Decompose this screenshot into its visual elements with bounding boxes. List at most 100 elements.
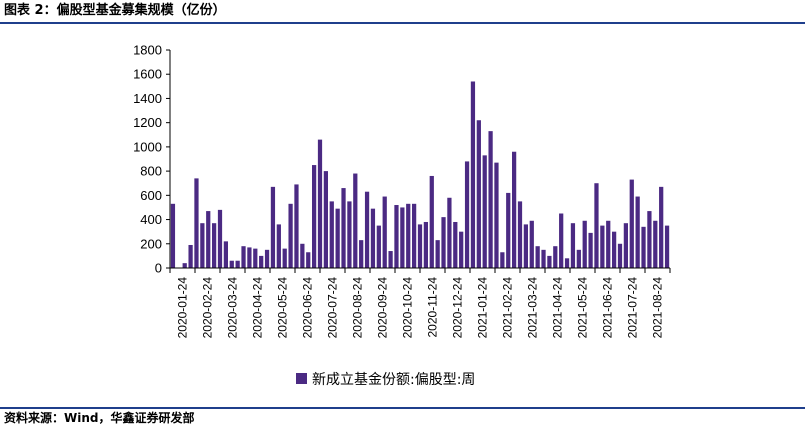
bar <box>517 201 523 268</box>
bar <box>364 191 370 268</box>
x-tick-label: 2021-08-24 <box>651 277 665 339</box>
bar <box>353 173 358 268</box>
y-tick-label: 1000 <box>133 139 162 154</box>
source-rule <box>0 407 805 409</box>
bar <box>194 178 199 268</box>
x-tick-label: 2020-09-24 <box>376 277 390 339</box>
bar <box>382 196 387 268</box>
bar <box>529 220 534 268</box>
bar <box>441 217 446 268</box>
bar <box>429 175 434 268</box>
bar <box>270 186 276 268</box>
bar <box>635 196 640 268</box>
y-tick-label: 1400 <box>133 91 162 106</box>
bar <box>500 252 505 268</box>
bar <box>229 260 234 268</box>
bar <box>376 225 381 268</box>
bar <box>453 221 458 268</box>
bar <box>559 213 564 268</box>
x-tick-label: 2020-06-24 <box>301 277 315 339</box>
bar <box>506 192 511 268</box>
bar <box>459 231 464 268</box>
bar <box>412 203 417 268</box>
bar <box>241 246 246 268</box>
bar <box>259 255 264 268</box>
bar <box>641 226 646 268</box>
y-tick-label: 0 <box>155 261 162 276</box>
bar <box>617 243 623 268</box>
x-tick-label: 2021-04-24 <box>551 277 565 339</box>
bar <box>329 201 334 268</box>
bar <box>406 203 411 268</box>
y-tick-label: 1800 <box>133 43 162 58</box>
legend: 新成立基金份额:偏股型:周 <box>296 371 475 388</box>
bar <box>170 203 176 268</box>
bar <box>600 225 605 268</box>
bar <box>423 221 428 268</box>
bar <box>335 208 340 268</box>
y-tick-label: 1600 <box>133 67 162 82</box>
y-tick-label: 800 <box>140 164 162 179</box>
x-tick-label: 2021-01-24 <box>476 277 490 339</box>
y-axis: 0 200 400 600 800 1000 1200 1400 1600 1800 <box>133 43 171 276</box>
x-tick-label: 2020-02-24 <box>201 277 215 339</box>
bar <box>417 224 423 268</box>
bar <box>594 183 599 268</box>
bar <box>341 188 346 268</box>
x-tick-label: 2021-05-24 <box>576 277 590 339</box>
bar <box>494 162 499 268</box>
bar <box>470 81 476 269</box>
bar <box>553 246 558 268</box>
x-tick-label: 2020-08-24 <box>351 277 365 339</box>
bar <box>523 224 528 268</box>
x-tick-label: 2021-06-24 <box>601 277 615 339</box>
y-tick-label: 1200 <box>133 115 162 130</box>
y-tick-label: 400 <box>140 212 162 227</box>
legend-label: 新成立基金份额:偏股型:周 <box>312 371 475 388</box>
bar <box>535 246 540 268</box>
x-tick-label: 2020-01-24 <box>176 277 190 339</box>
title-rule <box>0 22 805 24</box>
bar <box>464 161 470 268</box>
bar <box>370 208 376 268</box>
bar <box>547 255 552 268</box>
bar <box>612 231 617 268</box>
bar <box>347 201 352 268</box>
x-tick-label: 2020-12-24 <box>451 277 465 339</box>
bar <box>606 220 611 268</box>
bar <box>623 223 628 268</box>
bar <box>435 240 440 268</box>
bar <box>359 240 364 268</box>
x-axis: 2020-01-24 2020-02-24 2020-03-24 2020-04-24… <box>169 267 671 339</box>
bar <box>276 224 281 268</box>
bar <box>388 251 393 268</box>
bar <box>323 171 328 268</box>
bar <box>482 155 487 268</box>
bar <box>653 220 658 268</box>
bar <box>476 120 481 269</box>
bar <box>235 260 240 268</box>
y-tick-label: 600 <box>140 188 162 203</box>
bar-series <box>170 81 670 269</box>
x-tick-label: 2021-03-24 <box>526 277 540 339</box>
bar <box>541 249 546 268</box>
bar <box>576 249 581 268</box>
bar <box>282 248 287 268</box>
y-tick-label: 200 <box>140 236 162 251</box>
bar <box>570 223 576 268</box>
x-tick-label: 2020-07-24 <box>326 277 340 339</box>
bar <box>312 165 317 268</box>
bar <box>512 151 517 268</box>
chart-title: 图表 2：偏股型基金募集规模（亿份） <box>4 3 226 18</box>
x-tick-label: 2020-10-24 <box>401 277 415 339</box>
bar <box>300 243 305 268</box>
bar <box>264 249 270 268</box>
x-tick-label: 2021-02-24 <box>501 277 515 339</box>
bar <box>317 139 323 268</box>
x-tick-label: 2020-04-24 <box>251 277 265 339</box>
bar <box>447 197 452 268</box>
bar <box>253 248 258 268</box>
bar <box>629 179 634 268</box>
x-tick-label: 2020-11-24 <box>426 277 440 338</box>
